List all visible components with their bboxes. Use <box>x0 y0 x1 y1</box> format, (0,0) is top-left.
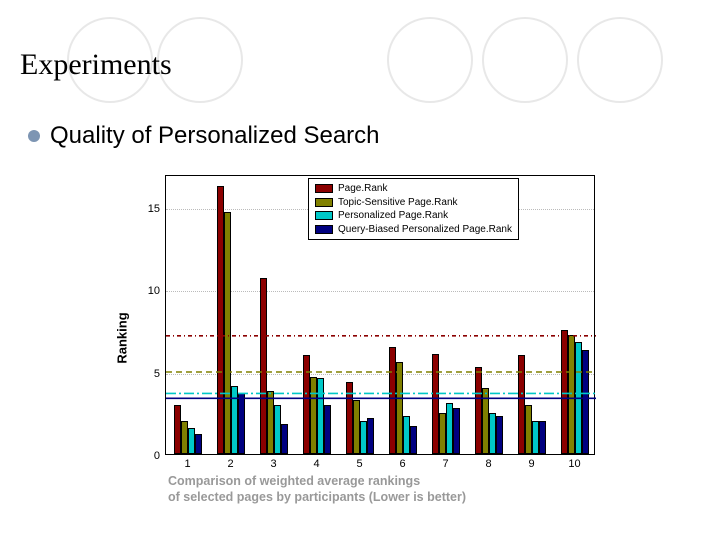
x-tick-label: 8 <box>485 458 491 470</box>
legend-item: Query-Biased Personalized Page.Rank <box>315 223 512 237</box>
bar <box>317 378 324 454</box>
bar <box>181 421 188 454</box>
bar <box>267 391 274 454</box>
y-axis-label: Ranking <box>115 312 130 363</box>
x-tick-label: 6 <box>399 458 405 470</box>
bar <box>432 354 439 454</box>
bar <box>396 362 403 454</box>
bar <box>561 330 568 454</box>
bar <box>525 405 532 454</box>
bar <box>482 388 489 454</box>
legend-swatch <box>315 225 333 234</box>
bar <box>324 405 331 454</box>
bar-group <box>346 382 374 454</box>
x-tick-label: 10 <box>568 458 580 470</box>
x-tick-label: 7 <box>442 458 448 470</box>
chart-caption: Comparison of weighted average rankings … <box>168 473 466 506</box>
bar <box>532 421 539 454</box>
bar-group <box>432 354 460 454</box>
legend-swatch <box>315 184 333 193</box>
x-tick-label: 1 <box>184 458 190 470</box>
bar <box>188 428 195 454</box>
bar <box>303 355 310 454</box>
bar-group <box>260 278 288 454</box>
bar-group <box>389 347 417 454</box>
bar <box>367 418 374 454</box>
bar <box>518 355 525 454</box>
bar <box>582 350 589 454</box>
bar <box>410 426 417 454</box>
legend-label: Personalized Page.Rank <box>338 209 448 223</box>
bar-group <box>217 186 245 454</box>
slide-heading: Experiments <box>20 48 172 82</box>
bar <box>353 400 360 454</box>
x-tick-label: 2 <box>227 458 233 470</box>
legend-swatch <box>315 211 333 220</box>
bar <box>238 393 245 454</box>
bar-group <box>561 330 589 454</box>
bar <box>453 408 460 454</box>
bar <box>224 212 231 454</box>
bullet-icon <box>28 130 40 142</box>
x-tick-label: 4 <box>313 458 319 470</box>
bar <box>174 405 181 454</box>
bar <box>274 405 281 454</box>
legend: Page.RankTopic-Sensitive Page.RankPerson… <box>308 178 519 240</box>
legend-label: Topic-Sensitive Page.Rank <box>338 196 458 210</box>
bar <box>539 421 546 454</box>
chart: Ranking 05101512345678910Page.RankTopic-… <box>110 165 615 510</box>
x-tick-label: 3 <box>270 458 276 470</box>
y-tick-label: 0 <box>154 450 160 462</box>
bar <box>475 367 482 454</box>
bar <box>489 413 496 454</box>
bar <box>195 434 202 454</box>
legend-item: Topic-Sensitive Page.Rank <box>315 196 512 210</box>
bar <box>439 413 446 454</box>
legend-label: Page.Rank <box>338 182 387 196</box>
bar-group <box>518 355 546 454</box>
subheading-row: Quality of Personalized Search <box>28 122 380 150</box>
legend-item: Personalized Page.Rank <box>315 209 512 223</box>
bar <box>260 278 267 454</box>
bar <box>346 382 353 454</box>
x-tick-label: 5 <box>356 458 362 470</box>
bar <box>360 421 367 454</box>
y-tick-label: 15 <box>148 203 160 215</box>
bar <box>231 386 238 454</box>
bar <box>568 335 575 454</box>
legend-swatch <box>315 198 333 207</box>
slide-subheading: Quality of Personalized Search <box>50 122 380 150</box>
bar <box>403 416 410 454</box>
bar <box>389 347 396 454</box>
bar <box>496 416 503 454</box>
plot-area: 05101512345678910Page.RankTopic-Sensitiv… <box>165 175 595 455</box>
bar-group <box>174 405 202 454</box>
y-tick-label: 5 <box>154 368 160 380</box>
y-tick-label: 10 <box>148 285 160 297</box>
bar-group <box>303 355 331 454</box>
bar <box>310 377 317 454</box>
bar <box>217 186 224 454</box>
bar <box>446 403 453 454</box>
x-tick-label: 9 <box>528 458 534 470</box>
bar-group <box>475 367 503 454</box>
bar <box>575 342 582 454</box>
legend-item: Page.Rank <box>315 182 512 196</box>
bar <box>281 424 288 454</box>
legend-label: Query-Biased Personalized Page.Rank <box>338 223 512 237</box>
